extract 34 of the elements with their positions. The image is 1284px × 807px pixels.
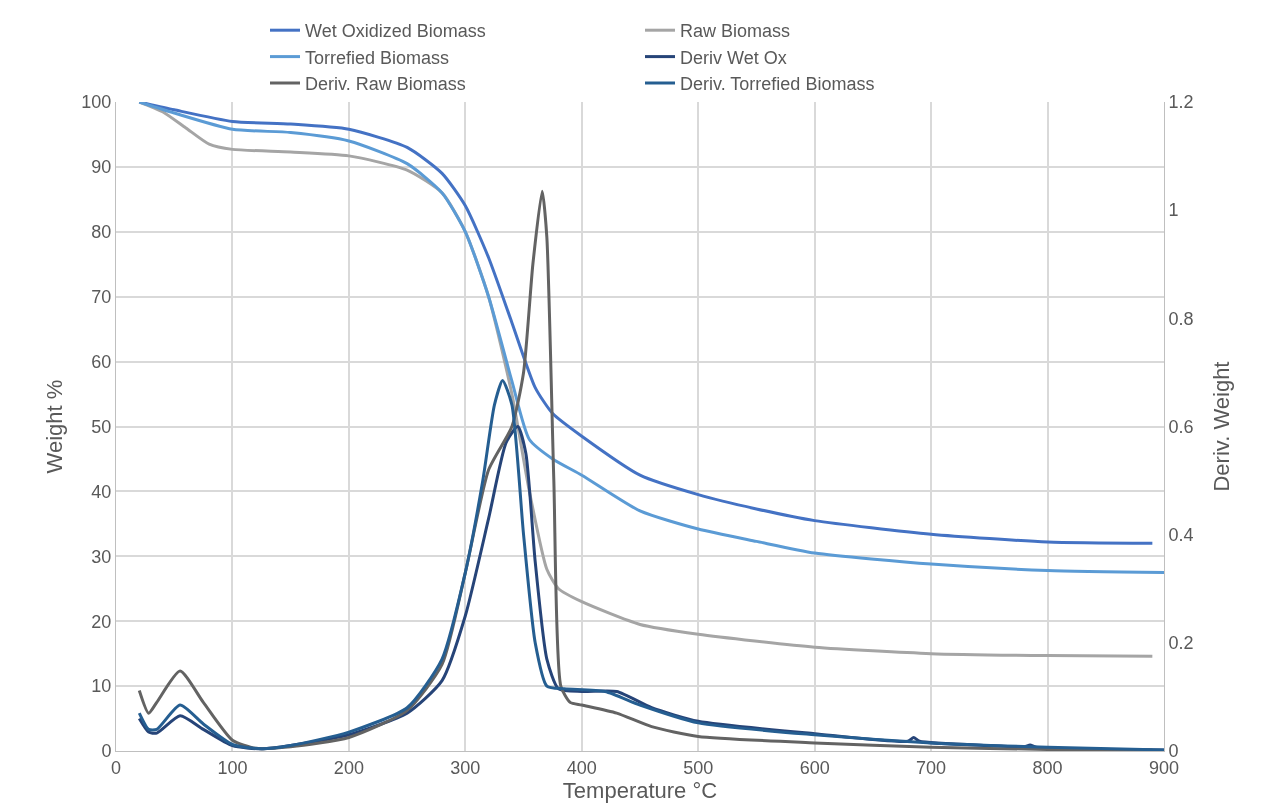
y2-tick-label: 0.2 — [1168, 633, 1194, 654]
x-tick-label: 600 — [799, 757, 830, 778]
y2-tick-label: 1 — [1168, 200, 1179, 221]
legend-label: Wet Oxidized Biomass — [305, 21, 486, 42]
legend-label: Deriv. Raw Biomass — [305, 74, 466, 95]
y-tick-label: 40 — [91, 481, 112, 502]
x-tick-label: 800 — [1032, 757, 1063, 778]
x-tick-label: 500 — [683, 757, 714, 778]
legend-label: Raw Biomass — [680, 21, 791, 42]
y2-axis-title: Deriv. Weight — [1209, 361, 1234, 492]
x-tick-label: 400 — [566, 757, 597, 778]
y-tick-label: 60 — [91, 351, 112, 372]
y-tick-label: 10 — [91, 676, 112, 697]
y-tick-label: 50 — [91, 416, 112, 437]
x-tick-label: 100 — [217, 757, 248, 778]
x-tick-label: 200 — [333, 757, 364, 778]
y-axis-title: Weight % — [42, 379, 67, 474]
x-axis-title: Temperature °C — [562, 777, 718, 803]
y-tick-label: 70 — [91, 287, 112, 307]
legend-label: Deriv Wet Ox — [680, 47, 787, 68]
y-tick-label: 30 — [91, 546, 112, 567]
y2-tick-label: 0.6 — [1168, 416, 1194, 437]
x-tick-label: 700 — [916, 757, 947, 778]
legend-label: Torrefied Biomass — [305, 47, 450, 68]
y-tick-label: 90 — [91, 157, 112, 178]
y-tick-label: 100 — [81, 92, 112, 113]
y2-tick-label: 0.4 — [1168, 524, 1194, 545]
y2-tick-label: 0.8 — [1168, 308, 1194, 329]
legend-label: Deriv. Torrefied Biomass — [680, 74, 875, 95]
x-tick-label: 300 — [450, 757, 481, 778]
y2-tick-label: 1.2 — [1168, 92, 1194, 113]
y-tick-label: 0 — [101, 741, 112, 762]
y-tick-label: 80 — [91, 222, 112, 243]
y-tick-label: 20 — [91, 611, 112, 632]
